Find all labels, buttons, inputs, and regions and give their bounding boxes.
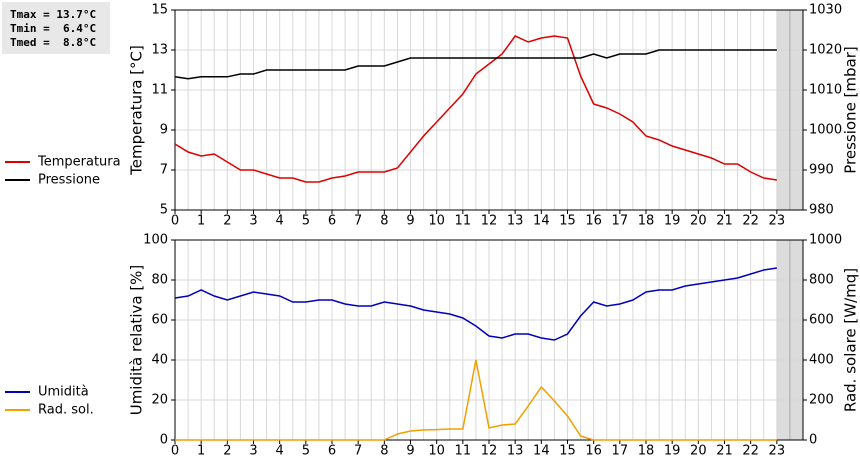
x-tick-label: 9 [406, 444, 414, 459]
stats-box [2, 2, 110, 54]
y-tick-label: 40 [151, 353, 168, 368]
y2-tick-label: 980 [809, 203, 834, 218]
x-tick-label: 20 [690, 444, 707, 459]
x-tick-label: 21 [716, 444, 733, 459]
plot-frame [174, 239, 804, 441]
x-tick-label: 16 [585, 444, 602, 459]
legend-label: Pressione [38, 173, 100, 188]
x-tick-label: 11 [455, 214, 472, 229]
y-tick-label: 5 [160, 203, 168, 218]
x-tick-label: 7 [354, 214, 362, 229]
y2-tick-label: 800 [809, 273, 834, 288]
y-tick-label: 13 [151, 43, 168, 58]
x-tick-label: 7 [354, 444, 362, 459]
y2-tick-label: 200 [809, 393, 834, 408]
x-tick-label: 1 [197, 444, 205, 459]
y-tick-label: 15 [151, 3, 168, 18]
y-tick-label: 80 [151, 273, 168, 288]
x-tick-label: 5 [302, 214, 310, 229]
x-tick-label: 5 [302, 444, 310, 459]
x-tick-label: 12 [481, 214, 498, 229]
x-tick-label: 20 [690, 214, 707, 229]
x-tick-label: 17 [612, 214, 629, 229]
x-tick-label: 15 [559, 444, 576, 459]
y2-tick-label: 1000 [809, 233, 842, 248]
x-tick-label: 18 [638, 444, 655, 459]
y2-tick-label: 400 [809, 353, 834, 368]
y2-tick-label: 990 [809, 163, 834, 178]
x-tick-label: 3 [249, 214, 257, 229]
stat-tmax: Tmax = 13.7°C [10, 8, 96, 21]
legend-label: Umidità [38, 385, 89, 400]
x-tick-label: 19 [664, 444, 681, 459]
x-tick-label: 14 [533, 214, 550, 229]
y2-tick-label: 0 [809, 433, 817, 448]
y-tick-label: 9 [160, 123, 168, 138]
x-tick-label: 9 [406, 214, 414, 229]
x-tick-label: 22 [742, 214, 759, 229]
y-tick-label: 7 [160, 163, 168, 178]
x-tick-label: 19 [664, 214, 681, 229]
x-tick-label: 2 [223, 214, 231, 229]
x-tick-label: 22 [742, 444, 759, 459]
y-tick-label: 20 [151, 393, 168, 408]
x-tick-label: 16 [585, 214, 602, 229]
series-line [174, 267, 777, 341]
x-tick-label: 8 [380, 444, 388, 459]
y-axis-title: Temperatura [°C] [128, 45, 146, 176]
x-tick-label: 10 [428, 444, 445, 459]
y2-tick-label: 600 [809, 313, 834, 328]
y-axis-title: Umidità relativa [%] [128, 265, 146, 416]
x-tick-label: 23 [769, 214, 786, 229]
y2-tick-label: 1020 [809, 43, 842, 58]
y-tick-label: 60 [151, 313, 168, 328]
x-tick-label: 4 [276, 444, 284, 459]
x-tick-label: 13 [507, 214, 524, 229]
x-tick-label: 15 [559, 214, 576, 229]
y-tick-label: 100 [143, 233, 168, 248]
plot-frame [174, 9, 804, 211]
series-line [174, 49, 777, 80]
series-line [175, 359, 777, 441]
x-tick-label: 3 [249, 444, 257, 459]
y2-tick-label: 1000 [809, 123, 842, 138]
legend-label: Rad. sol. [38, 403, 94, 418]
y2-axis-title: Rad. solare [W/mq] [842, 268, 860, 412]
y2-tick-label: 1030 [809, 3, 842, 18]
x-tick-label: 4 [276, 214, 284, 229]
series-line [174, 35, 777, 183]
x-tick-label: 12 [481, 444, 498, 459]
x-tick-label: 10 [428, 214, 445, 229]
x-tick-label: 18 [638, 214, 655, 229]
x-tick-label: 21 [716, 214, 733, 229]
x-tick-label: 2 [223, 444, 231, 459]
x-tick-label: 0 [171, 214, 179, 229]
stat-tmed: Tmed = 8.8°C [10, 36, 96, 49]
x-tick-label: 17 [612, 444, 629, 459]
x-tick-label: 8 [380, 214, 388, 229]
x-tick-label: 13 [507, 444, 524, 459]
stat-tmin: Tmin = 6.4°C [10, 22, 96, 35]
x-tick-label: 6 [328, 444, 336, 459]
x-tick-label: 1 [197, 214, 205, 229]
x-tick-label: 0 [171, 444, 179, 459]
x-tick-label: 23 [769, 444, 786, 459]
y-tick-label: 11 [151, 83, 168, 98]
legend-label: Temperatura [37, 155, 121, 170]
y-tick-label: 0 [160, 433, 168, 448]
x-tick-label: 14 [533, 444, 550, 459]
x-tick-label: 6 [328, 214, 336, 229]
y2-axis-title: Pressione [mbar] [842, 46, 860, 174]
x-tick-label: 11 [455, 444, 472, 459]
y2-tick-label: 1010 [809, 83, 842, 98]
